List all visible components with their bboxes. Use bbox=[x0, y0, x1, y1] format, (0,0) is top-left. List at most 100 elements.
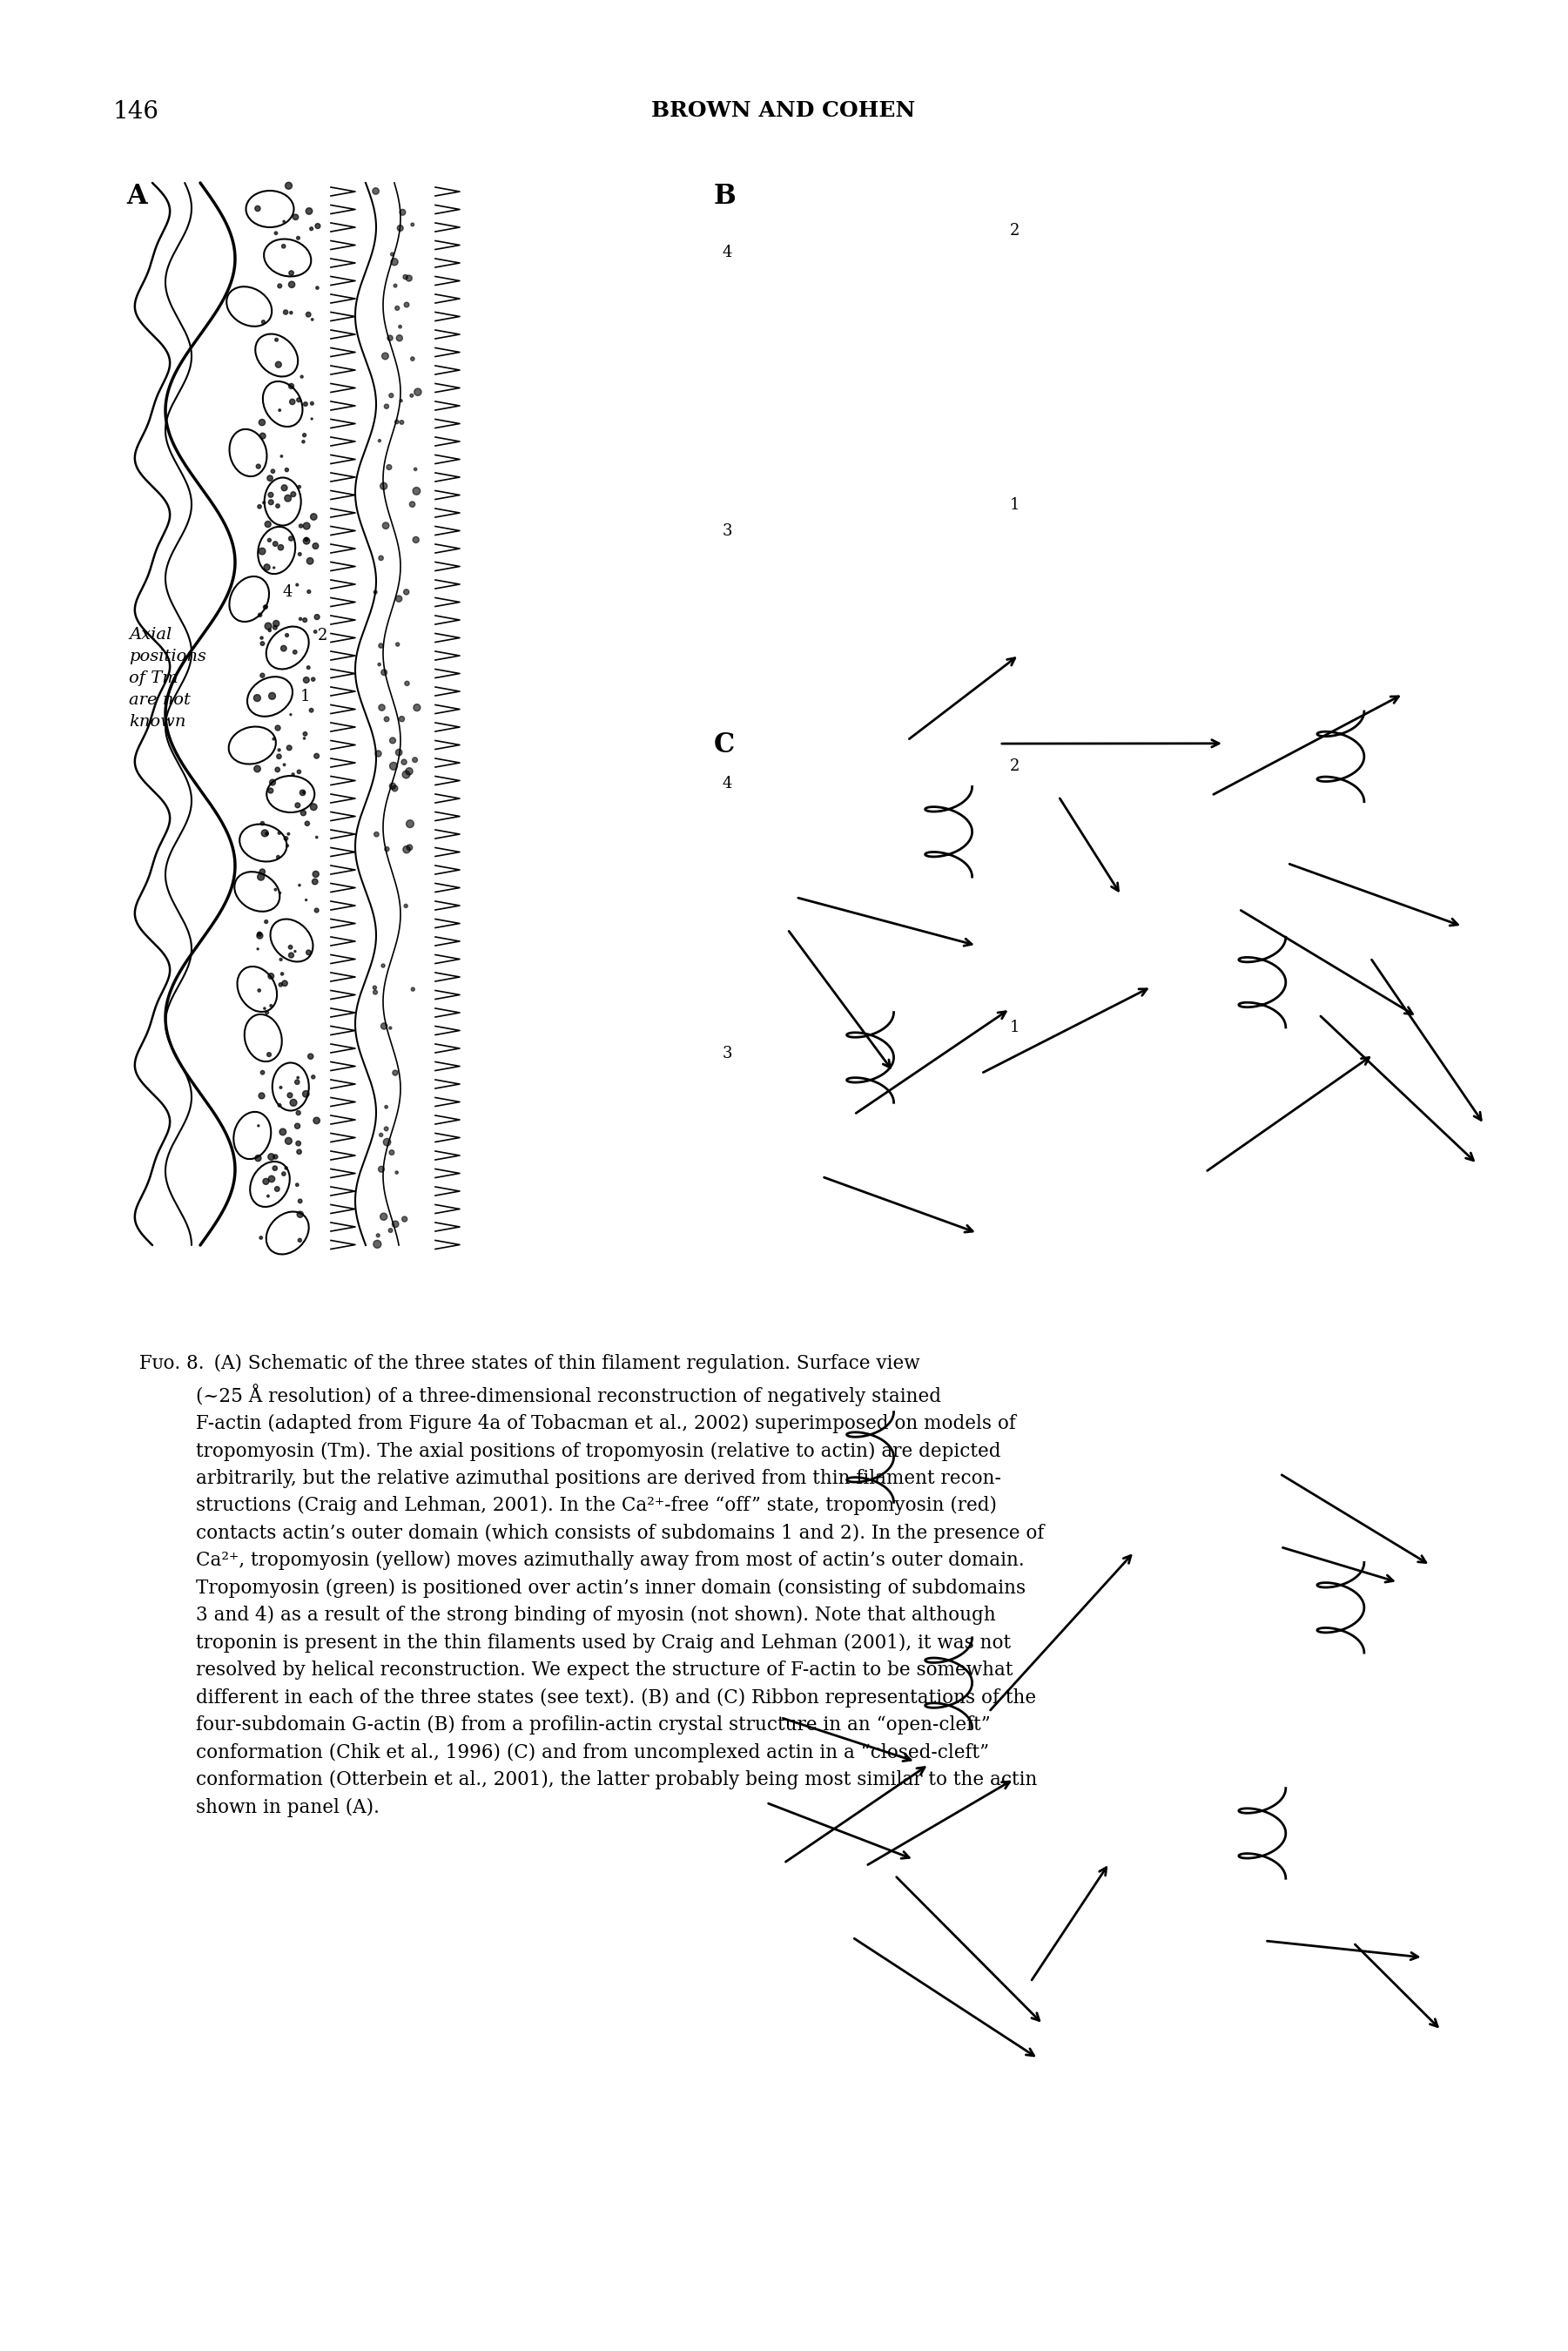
Circle shape bbox=[265, 522, 271, 527]
Circle shape bbox=[307, 1053, 314, 1058]
Circle shape bbox=[395, 421, 398, 423]
Circle shape bbox=[384, 717, 389, 722]
Circle shape bbox=[378, 644, 383, 649]
Circle shape bbox=[276, 503, 279, 508]
Circle shape bbox=[390, 762, 397, 771]
Circle shape bbox=[276, 755, 281, 759]
Circle shape bbox=[406, 769, 412, 776]
Circle shape bbox=[397, 334, 403, 341]
Circle shape bbox=[287, 745, 292, 750]
Circle shape bbox=[279, 959, 282, 962]
Text: C: C bbox=[713, 731, 735, 759]
Circle shape bbox=[310, 402, 314, 404]
Circle shape bbox=[265, 623, 271, 630]
Text: 4: 4 bbox=[721, 245, 732, 261]
Circle shape bbox=[412, 487, 420, 494]
Circle shape bbox=[276, 362, 282, 367]
Circle shape bbox=[414, 468, 417, 470]
Text: A: A bbox=[127, 183, 147, 209]
Circle shape bbox=[387, 336, 392, 341]
Circle shape bbox=[315, 907, 318, 912]
Circle shape bbox=[310, 228, 314, 230]
Circle shape bbox=[412, 757, 417, 762]
Circle shape bbox=[375, 750, 381, 757]
Text: 146: 146 bbox=[113, 101, 160, 125]
Text: 2: 2 bbox=[317, 628, 328, 644]
Circle shape bbox=[274, 766, 279, 771]
Circle shape bbox=[293, 651, 296, 654]
Circle shape bbox=[314, 1117, 320, 1124]
Circle shape bbox=[409, 395, 414, 397]
Circle shape bbox=[373, 1241, 381, 1248]
Circle shape bbox=[284, 496, 292, 501]
Circle shape bbox=[274, 233, 278, 235]
Circle shape bbox=[262, 830, 268, 837]
Circle shape bbox=[270, 781, 276, 785]
Text: (A) Schematic of the three states of thin filament regulation. Surface view
(~25: (A) Schematic of the three states of thi… bbox=[196, 1354, 1044, 1817]
Circle shape bbox=[295, 1079, 299, 1084]
Circle shape bbox=[310, 804, 317, 811]
Circle shape bbox=[268, 694, 276, 701]
Circle shape bbox=[273, 625, 278, 630]
Circle shape bbox=[379, 1133, 383, 1136]
Circle shape bbox=[373, 985, 376, 990]
Circle shape bbox=[315, 614, 320, 621]
Circle shape bbox=[296, 1140, 301, 1145]
Circle shape bbox=[309, 708, 314, 712]
Circle shape bbox=[274, 339, 278, 341]
Circle shape bbox=[259, 418, 265, 426]
Circle shape bbox=[303, 538, 310, 543]
Circle shape bbox=[295, 1124, 299, 1128]
Circle shape bbox=[314, 752, 320, 759]
Circle shape bbox=[260, 433, 265, 440]
Circle shape bbox=[281, 973, 284, 976]
Circle shape bbox=[307, 557, 314, 564]
Circle shape bbox=[295, 802, 299, 809]
Circle shape bbox=[312, 543, 318, 548]
Circle shape bbox=[260, 870, 265, 875]
Circle shape bbox=[296, 769, 301, 773]
Circle shape bbox=[383, 522, 389, 529]
Circle shape bbox=[279, 983, 282, 987]
Circle shape bbox=[268, 1154, 274, 1159]
Circle shape bbox=[384, 846, 389, 851]
Circle shape bbox=[403, 590, 409, 595]
Circle shape bbox=[303, 677, 309, 684]
Circle shape bbox=[381, 670, 387, 675]
Circle shape bbox=[389, 783, 395, 790]
Circle shape bbox=[289, 270, 293, 275]
Circle shape bbox=[265, 919, 268, 924]
Circle shape bbox=[296, 1183, 298, 1187]
Text: 1: 1 bbox=[1010, 496, 1019, 513]
Circle shape bbox=[296, 1211, 303, 1218]
Circle shape bbox=[303, 618, 307, 623]
Circle shape bbox=[378, 440, 381, 442]
Circle shape bbox=[260, 637, 263, 639]
Circle shape bbox=[290, 491, 296, 496]
Circle shape bbox=[260, 642, 265, 647]
Circle shape bbox=[403, 771, 409, 778]
Circle shape bbox=[389, 1150, 394, 1154]
Circle shape bbox=[257, 875, 265, 879]
Circle shape bbox=[379, 1213, 387, 1220]
Circle shape bbox=[263, 1178, 270, 1185]
Text: BROWN AND COHEN: BROWN AND COHEN bbox=[652, 101, 916, 120]
Circle shape bbox=[260, 1070, 265, 1074]
Circle shape bbox=[256, 1154, 262, 1161]
Circle shape bbox=[298, 1199, 303, 1204]
Circle shape bbox=[268, 628, 271, 632]
Circle shape bbox=[259, 1237, 262, 1239]
Circle shape bbox=[395, 595, 401, 602]
Circle shape bbox=[403, 846, 411, 853]
Circle shape bbox=[279, 1086, 282, 1089]
Circle shape bbox=[378, 555, 383, 560]
Text: 3: 3 bbox=[721, 524, 732, 538]
Circle shape bbox=[298, 552, 301, 555]
Circle shape bbox=[373, 990, 378, 994]
Circle shape bbox=[378, 663, 381, 665]
Circle shape bbox=[303, 522, 310, 529]
Circle shape bbox=[390, 259, 398, 266]
Circle shape bbox=[395, 642, 400, 647]
Circle shape bbox=[376, 1234, 379, 1237]
Circle shape bbox=[304, 538, 307, 541]
